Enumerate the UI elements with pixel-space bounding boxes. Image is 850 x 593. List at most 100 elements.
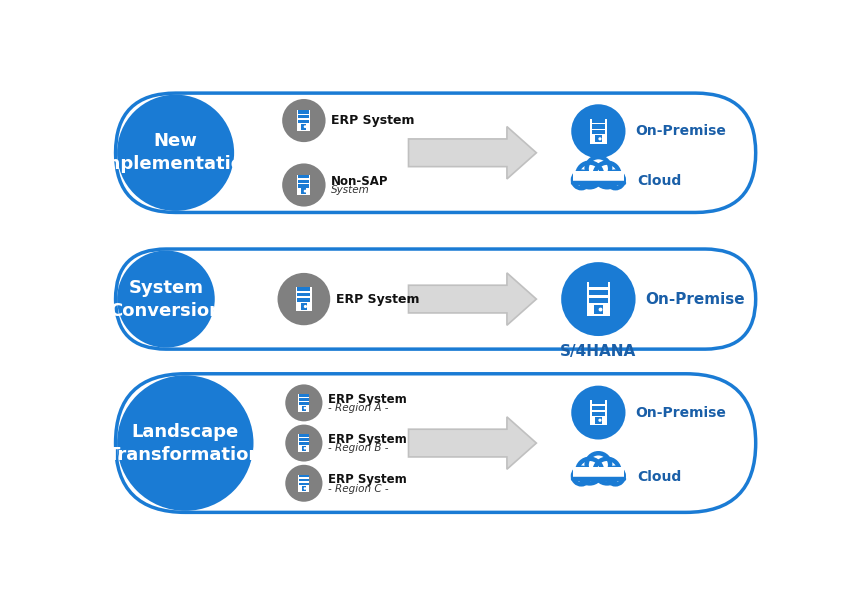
Bar <box>298 474 309 492</box>
Bar <box>573 467 624 480</box>
Bar <box>299 442 309 445</box>
Bar <box>589 298 608 304</box>
Text: ERP System: ERP System <box>328 473 406 486</box>
Bar <box>573 172 624 183</box>
Bar <box>302 188 306 194</box>
Bar <box>298 394 309 412</box>
Bar <box>302 446 306 451</box>
Circle shape <box>304 407 306 409</box>
Circle shape <box>571 385 626 439</box>
Polygon shape <box>409 417 536 469</box>
Bar <box>298 292 310 296</box>
Bar <box>298 110 309 114</box>
Bar <box>298 435 309 452</box>
Circle shape <box>573 171 590 188</box>
Text: On-Premise: On-Premise <box>645 292 745 307</box>
Bar <box>587 282 609 316</box>
Bar <box>299 438 309 441</box>
Circle shape <box>304 126 306 127</box>
Bar <box>592 130 605 135</box>
Bar <box>592 412 605 416</box>
Circle shape <box>586 453 610 477</box>
Circle shape <box>117 375 253 511</box>
Bar <box>592 400 605 404</box>
FancyBboxPatch shape <box>116 249 756 349</box>
Text: Non-SAP: Non-SAP <box>331 175 388 187</box>
Bar <box>299 402 309 405</box>
Bar <box>298 287 310 291</box>
Circle shape <box>607 468 624 484</box>
Text: Cloud: Cloud <box>638 470 682 484</box>
Circle shape <box>586 157 610 180</box>
Circle shape <box>277 273 330 325</box>
Circle shape <box>595 459 620 483</box>
Bar <box>302 124 306 129</box>
Text: ERP System: ERP System <box>336 292 419 305</box>
Text: - Region C -: - Region C - <box>328 484 388 493</box>
Bar <box>302 406 306 410</box>
Circle shape <box>599 419 601 421</box>
Bar <box>589 290 608 295</box>
Bar <box>595 135 602 142</box>
Text: On-Premise: On-Premise <box>635 124 726 138</box>
Text: System: System <box>331 186 370 196</box>
Circle shape <box>286 425 322 461</box>
Bar <box>298 298 310 302</box>
Text: ERP System: ERP System <box>328 393 406 406</box>
Circle shape <box>282 164 326 206</box>
Bar <box>299 398 309 401</box>
Bar <box>299 483 309 486</box>
Text: On-Premise: On-Premise <box>635 406 726 420</box>
FancyBboxPatch shape <box>116 93 756 212</box>
Circle shape <box>117 251 215 347</box>
Bar <box>592 125 605 129</box>
Text: New
Implementation: New Implementation <box>95 132 256 173</box>
Circle shape <box>304 488 306 489</box>
Bar <box>573 464 624 479</box>
Circle shape <box>573 468 590 484</box>
Bar <box>595 417 602 424</box>
Bar <box>298 120 309 123</box>
Bar <box>592 119 605 123</box>
Bar <box>298 175 310 195</box>
Circle shape <box>577 162 602 187</box>
Circle shape <box>304 190 306 192</box>
Circle shape <box>599 308 602 311</box>
Bar <box>298 110 310 130</box>
Circle shape <box>286 465 322 502</box>
Bar <box>589 282 608 288</box>
Bar <box>590 119 607 144</box>
Text: Cloud: Cloud <box>638 174 682 188</box>
Circle shape <box>607 171 624 188</box>
Bar <box>299 474 309 477</box>
FancyBboxPatch shape <box>116 374 756 512</box>
Text: - Region A -: - Region A - <box>328 403 388 413</box>
Text: S/4HANA: S/4HANA <box>560 344 637 359</box>
Text: ERP System: ERP System <box>328 433 406 446</box>
Bar <box>301 303 307 310</box>
Bar <box>302 486 306 491</box>
Bar <box>573 468 624 479</box>
Text: - Region B -: - Region B - <box>328 444 388 454</box>
Circle shape <box>304 305 306 307</box>
Bar <box>594 305 603 314</box>
Bar <box>296 287 312 311</box>
Circle shape <box>282 99 326 142</box>
Bar <box>298 184 309 187</box>
Polygon shape <box>409 126 536 179</box>
Bar <box>573 171 624 184</box>
Circle shape <box>571 104 626 158</box>
Circle shape <box>304 448 306 449</box>
Bar <box>298 180 309 183</box>
Bar <box>298 175 309 178</box>
Text: Landscape
Transformation: Landscape Transformation <box>108 423 263 464</box>
Text: ERP System: ERP System <box>331 114 415 127</box>
Circle shape <box>595 162 620 187</box>
Circle shape <box>286 384 322 422</box>
Bar <box>298 115 309 119</box>
Circle shape <box>117 95 234 211</box>
Polygon shape <box>409 273 536 325</box>
Circle shape <box>599 138 601 140</box>
Bar <box>573 168 624 183</box>
Text: System
Conversion: System Conversion <box>110 279 223 320</box>
